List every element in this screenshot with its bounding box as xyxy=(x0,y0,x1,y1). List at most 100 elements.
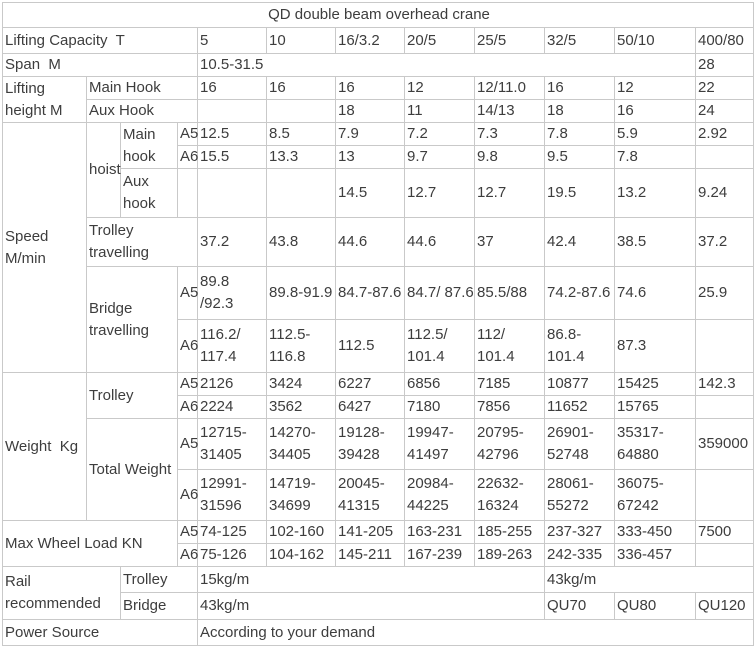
table-cell: 84.7/ 87.6 xyxy=(404,266,475,320)
table-cell: 167-239 xyxy=(404,543,475,567)
table-cell: 16 xyxy=(335,76,405,100)
table-cell: 7180 xyxy=(404,395,475,419)
table-cell: 43.8 xyxy=(266,217,336,267)
row-header: Lifting Capacity T xyxy=(2,27,198,54)
table-cell: 12.7 xyxy=(404,168,475,218)
row-subheader: hoist xyxy=(86,122,121,218)
table-cell: 9.7 xyxy=(404,145,475,169)
duty-class-label: A5 xyxy=(177,520,198,544)
table-cell: 7.9 xyxy=(335,122,405,146)
table-cell: 18 xyxy=(335,99,405,123)
table-cell: 359000 xyxy=(695,418,754,470)
table-cell: 44.6 xyxy=(404,217,475,267)
table-cell: 43kg/m xyxy=(197,592,545,620)
table-cell: 16 xyxy=(266,76,336,100)
row-subheader: Bridge travelling xyxy=(86,266,178,373)
table-cell: 242-335 xyxy=(544,543,615,567)
table-cell: 112.5 xyxy=(335,319,405,373)
table-cell: 6856 xyxy=(404,372,475,396)
table-cell: 37 xyxy=(474,217,545,267)
duty-class-label: A5 xyxy=(177,418,198,470)
row-header: Power Source xyxy=(2,619,198,646)
duty-class-label: A6 xyxy=(177,395,198,419)
table-cell: 12 xyxy=(404,76,475,100)
table-cell: 14719- 34699 xyxy=(266,469,336,521)
table-cell xyxy=(266,99,336,123)
table-cell: 22 xyxy=(695,76,754,100)
table-cell: 12.5 xyxy=(197,122,267,146)
table-cell: 85.5/88 xyxy=(474,266,545,320)
table-cell: 12.7 xyxy=(474,168,545,218)
table-cell: 44.6 xyxy=(335,217,405,267)
table-row: Trolley travelling 37.2 43.8 44.6 44.6 37 42.4… xyxy=(3,217,754,267)
table-cell: 2224 xyxy=(197,395,267,419)
table-cell: 15425 xyxy=(614,372,696,396)
table-row: Speed M/min hoist Main hook A5 12.5 8.5 7.9 7.2… xyxy=(2,122,754,373)
table-cell: 7.8 xyxy=(544,122,615,146)
table-row: Lifting height M Main Hook 16 16 16 12 12/11.0… xyxy=(2,76,754,123)
table-cell: 7.3 xyxy=(474,122,545,146)
table-cell: 15kg/m xyxy=(197,566,545,593)
row-subheader: Total Weight xyxy=(86,418,178,521)
table-cell: 6227 xyxy=(335,372,405,396)
table-cell: 24 xyxy=(695,99,754,123)
table-cell xyxy=(197,168,267,218)
table-cell: 16 xyxy=(197,76,267,100)
duty-class-label: A5 xyxy=(177,372,198,396)
table-cell: 12715- 31405 xyxy=(197,418,267,470)
table-row: Span M 10.5-31.5 28 xyxy=(2,53,754,77)
table-cell: 87.3 xyxy=(614,319,696,373)
table-cell: 145-211 xyxy=(335,543,405,567)
table-row: Aux Hook 18 11 14/13 18 16 24 xyxy=(3,99,754,123)
table-cell: 19.5 xyxy=(544,168,615,218)
table-cell: 6427 xyxy=(335,395,405,419)
table-cell: 141-205 xyxy=(335,520,405,544)
table-row: Bridge 43kg/m QU70 QU80 QU120 xyxy=(3,592,754,620)
table-cell: 10 xyxy=(266,27,336,54)
row-subheader: Trolley xyxy=(86,372,178,419)
table-cell: 36075- 67242 xyxy=(614,469,696,521)
table-row: Rail recommended Trolley 15kg/m 43kg/m xyxy=(2,566,754,620)
table-cell: 189-263 xyxy=(474,543,545,567)
row-header: Max Wheel Load KN xyxy=(2,520,178,567)
table-cell: 14.5 xyxy=(335,168,405,218)
table-cell: 7500 xyxy=(695,520,754,544)
row-subheader: Trolley xyxy=(120,566,198,593)
table-cell: 9.24 xyxy=(695,168,754,218)
table-cell: 7856 xyxy=(474,395,545,419)
table-cell: 112.5/ 101.4 xyxy=(404,319,475,373)
table-cell xyxy=(177,168,198,218)
row-subheader: Main Hook xyxy=(86,76,198,100)
table-row: Max Wheel Load KN A5 74-125 102-160 141-205 1… xyxy=(2,520,754,567)
row-subheader: Bridge xyxy=(120,592,198,620)
table-cell: 142.3 xyxy=(695,372,754,396)
table-cell: 9.5 xyxy=(544,145,615,169)
table-row: A6 75-126 104-162 145-211 167-239 189-263 242-… xyxy=(3,543,754,567)
table-cell: 12/11.0 xyxy=(474,76,545,100)
table-cell: 7.2 xyxy=(404,122,475,146)
duty-class-label: A6 xyxy=(177,543,198,567)
row-subheader: Aux Hook xyxy=(86,99,198,123)
table-cell: 15.5 xyxy=(197,145,267,169)
table-cell: 14/13 xyxy=(474,99,545,123)
table-cell: 3562 xyxy=(266,395,336,419)
table-cell: 50/10 xyxy=(614,27,696,54)
table-cell: 7.8 xyxy=(614,145,696,169)
table-cell: 5 xyxy=(197,27,267,54)
table-cell: 19128- 39428 xyxy=(335,418,405,470)
table-cell xyxy=(266,168,336,218)
table-cell: According to your demand xyxy=(197,619,754,646)
table-cell: 86.8- 101.4 xyxy=(544,319,615,373)
table-cell: 333-450 xyxy=(614,520,696,544)
table-cell: 14270- 34405 xyxy=(266,418,336,470)
row-subheader: Main hook xyxy=(120,122,178,169)
table-cell: 116.2/ 117.4 xyxy=(197,319,267,373)
duty-class-label: A6 xyxy=(177,145,198,169)
table-row: Power Source According to your demand xyxy=(2,619,754,646)
table-cell: 15765 xyxy=(614,395,696,419)
table-cell: 20045- 41315 xyxy=(335,469,405,521)
table-cell: 37.2 xyxy=(695,217,754,267)
table-cell: 84.7-87.6 xyxy=(335,266,405,320)
table-cell: 20984- 44225 xyxy=(404,469,475,521)
